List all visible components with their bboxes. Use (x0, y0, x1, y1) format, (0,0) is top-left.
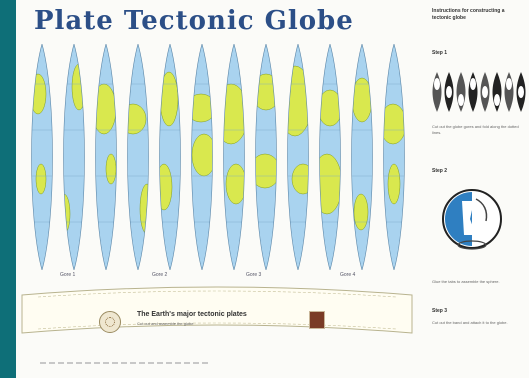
gore-2 (63, 44, 85, 270)
instructions-title: Instructions for constructing a tectonic… (432, 8, 505, 21)
gore-10 (319, 44, 341, 270)
gore-5 (159, 44, 181, 270)
gore-6 (191, 44, 213, 270)
gore-label-1: Gore 1 (60, 272, 76, 278)
gore-label-4: Gore 4 (340, 272, 356, 278)
page-title: Plate Tectonic Globe (34, 6, 354, 36)
gore-11 (351, 44, 373, 270)
logo-icon (309, 311, 325, 329)
edge-bar (0, 0, 16, 378)
gore-12 (383, 44, 405, 270)
gore-1 (31, 44, 53, 270)
step-1-text: Cut out the globe gores and fold along t… (432, 124, 519, 135)
globe-assembly-diagram (442, 189, 502, 250)
band-title: The Earth's major tectonic plates (137, 311, 247, 318)
gore-9 (287, 44, 309, 270)
gore-label-2: Gore 2 (152, 272, 168, 278)
footer-credit-line (40, 362, 210, 364)
step-3-text: Cut out the band and attach it to the gl… (432, 320, 508, 325)
step-2-text: Glue the tabs to assemble the sphere. (432, 279, 500, 284)
step-1-label: Step 1 (432, 50, 448, 56)
gore-label-3: Gore 3 (246, 272, 262, 278)
seal-icon (99, 311, 121, 333)
step-3-label: Step 3 (432, 308, 448, 314)
band-subtitle: Cut out and assemble the globe (137, 321, 194, 326)
step-2-label: Step 2 (432, 168, 448, 174)
gore-4 (127, 44, 149, 270)
globe-gores (31, 44, 405, 270)
gore-8 (255, 44, 277, 270)
gore-3 (95, 44, 117, 270)
mini-gores-illustration (432, 72, 526, 112)
gore-7 (223, 44, 245, 270)
